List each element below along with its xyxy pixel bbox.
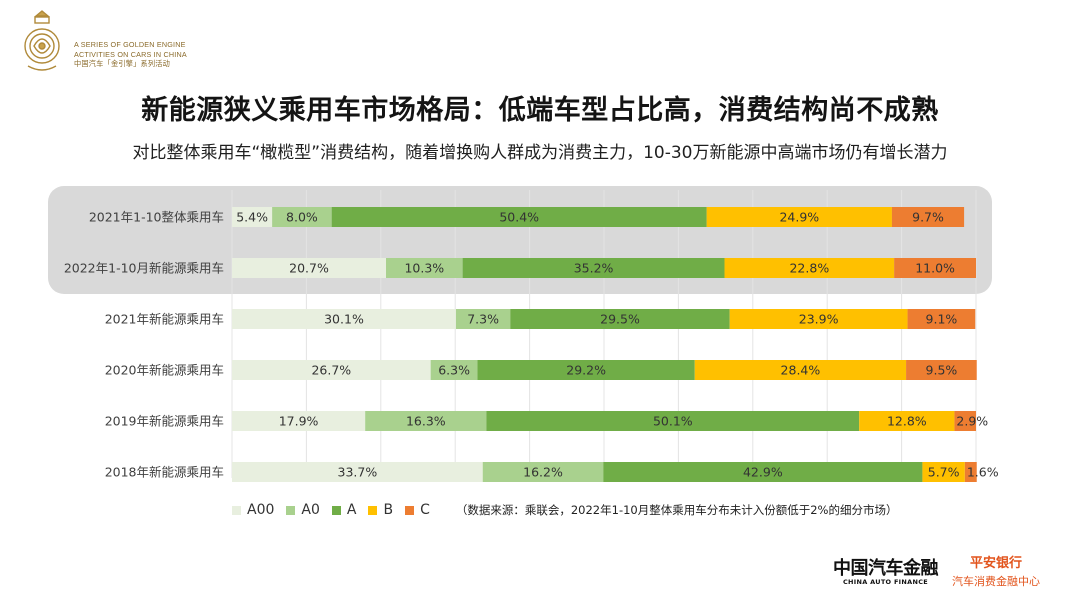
- bar-segment-a00: [232, 360, 431, 380]
- pingan-bank-logo: 平安银行 汽车消费金融中心: [952, 552, 1040, 589]
- data-label: 9.7%: [912, 210, 944, 225]
- data-label: 6.3%: [438, 363, 470, 378]
- bar-segment-a00: [232, 258, 387, 278]
- data-label: 23.9%: [799, 312, 839, 327]
- data-label: 17.9%: [279, 414, 319, 429]
- logo-line-2: ACTIVITIES ON CARS IN CHINA: [74, 49, 187, 59]
- data-label: 8.0%: [286, 210, 318, 225]
- bar-segment-c: [906, 360, 977, 380]
- bar-segment-a: [477, 360, 695, 380]
- brand1-cn: 中国汽车金融: [833, 558, 939, 579]
- logo-line-3: 中国汽车「金引擎」系列活动: [74, 59, 171, 68]
- bar-segment-a0: [455, 309, 511, 329]
- data-label: 35.2%: [574, 261, 614, 276]
- bar-segment-b: [922, 462, 965, 482]
- legend-label-c: C: [420, 502, 430, 518]
- bar-segment-a00: [232, 207, 273, 227]
- bar-segment-c: [964, 462, 977, 482]
- data-label: 42.9%: [743, 465, 783, 480]
- bar-segment-a0: [386, 258, 463, 278]
- data-label: 22.8%: [789, 261, 829, 276]
- bar-segment-a00: [232, 411, 366, 431]
- category-label: 2021年1-10整体乘用车: [89, 210, 224, 225]
- data-label: 50.1%: [653, 414, 693, 429]
- slide-title: 新能源狭义乘用车市场格局：低端车型占比高，消费结构尚不成熟: [141, 95, 939, 126]
- data-source-note: （数据来源：乘联会，2022年1-10月整体乘用车分布未计入份额低于2%的细分市…: [455, 503, 898, 517]
- data-label: 1.6%: [967, 465, 999, 480]
- data-label: 10.3%: [404, 261, 444, 276]
- bar-segment-a00: [232, 462, 483, 482]
- bar-segment-a0: [272, 207, 332, 227]
- bar-segment-c: [894, 258, 976, 278]
- data-label: 30.1%: [324, 312, 364, 327]
- brand2-line2: 汽车消费金融中心: [952, 575, 1040, 588]
- legend-swatch-a0: [286, 505, 296, 515]
- data-label: 20.7%: [289, 261, 329, 276]
- legend-label-b: B: [383, 502, 394, 518]
- data-label: 11.0%: [915, 261, 955, 276]
- bar-segment-a: [331, 207, 707, 227]
- legend: A00 A0 A B C （数据来源：乘联会，2022年1-10月整体乘用车分布…: [232, 500, 897, 520]
- legend-swatch-c: [405, 505, 415, 515]
- bar-segment-a: [603, 462, 923, 482]
- bar-segment-b: [729, 309, 908, 329]
- data-label: 5.4%: [236, 210, 268, 225]
- legend-label-a: A: [346, 502, 357, 518]
- data-label: 12.8%: [887, 414, 927, 429]
- bar-segment-a: [510, 309, 730, 329]
- slide-subtitle: 对比整体乘用车“橄榄型”消费结构，随着增换购人群成为消费主力，10-30万新能源…: [132, 143, 948, 163]
- bar-segment-b: [859, 411, 955, 431]
- category-label: 2020年新能源乘用车: [105, 363, 224, 378]
- bar-segment-a0: [482, 462, 604, 482]
- data-label: 33.7%: [338, 465, 378, 480]
- legend-item-a0: A0: [286, 502, 320, 518]
- legend-swatch-a00: [232, 505, 241, 515]
- bar-segment-b: [706, 207, 892, 227]
- data-label: 2.9%: [956, 414, 988, 429]
- data-label: 16.3%: [406, 414, 446, 429]
- category-label: 2022年1-10月新能源乘用车: [64, 261, 224, 276]
- china-auto-finance-logo: 中国汽车金融 CHINA AUTO FINANCE: [833, 554, 939, 586]
- bar-segment-c: [891, 207, 965, 227]
- data-label: 16.2%: [523, 465, 563, 480]
- legend-item-c: C: [405, 502, 430, 518]
- bar-segment-c: [954, 411, 976, 431]
- legend-item-a: A: [331, 502, 357, 518]
- logo-caption: A SERIES OF GOLDEN ENGINE ACTIVITIES ON …: [74, 40, 187, 69]
- legend-label-a00: A00: [247, 502, 275, 518]
- data-label: 50.4%: [499, 210, 539, 225]
- data-label: 24.9%: [779, 210, 819, 225]
- data-label: 7.3%: [467, 312, 499, 327]
- bar-segment-a0: [365, 411, 487, 431]
- bar-segment-a00: [232, 309, 456, 329]
- bar-segment-b: [694, 360, 907, 380]
- data-label: 26.7%: [311, 363, 351, 378]
- bar-segment-a: [462, 258, 725, 278]
- legend-swatch-a: [331, 505, 341, 515]
- legend-item-b: B: [368, 502, 393, 518]
- data-label: 29.5%: [600, 312, 640, 327]
- data-label: 9.5%: [926, 363, 958, 378]
- legend-item-a00: A00: [232, 502, 274, 518]
- bar-segment-a: [486, 411, 860, 431]
- legend-label-a0: A0: [301, 502, 320, 518]
- data-label: 9.1%: [926, 312, 958, 327]
- brand2-line1: 平安银行: [969, 556, 1022, 571]
- category-label: 2018年新能源乘用车: [105, 465, 224, 480]
- bar-segment-b: [724, 258, 895, 278]
- data-label: 28.4%: [781, 363, 821, 378]
- legend-swatch-b: [368, 505, 378, 515]
- bar-segment-a0: [430, 360, 478, 380]
- golden-engine-logo: [24, 10, 60, 71]
- category-label: 2019年新能源乘用车: [105, 414, 224, 429]
- bar-segment-c: [907, 309, 976, 329]
- logo-line-1: A SERIES OF GOLDEN ENGINE: [74, 40, 186, 49]
- data-label: 5.7%: [928, 465, 960, 480]
- category-label: 2021年新能源乘用车: [105, 312, 224, 327]
- data-label: 29.2%: [566, 363, 606, 378]
- brand1-en: CHINA AUTO FINANCE: [842, 578, 929, 586]
